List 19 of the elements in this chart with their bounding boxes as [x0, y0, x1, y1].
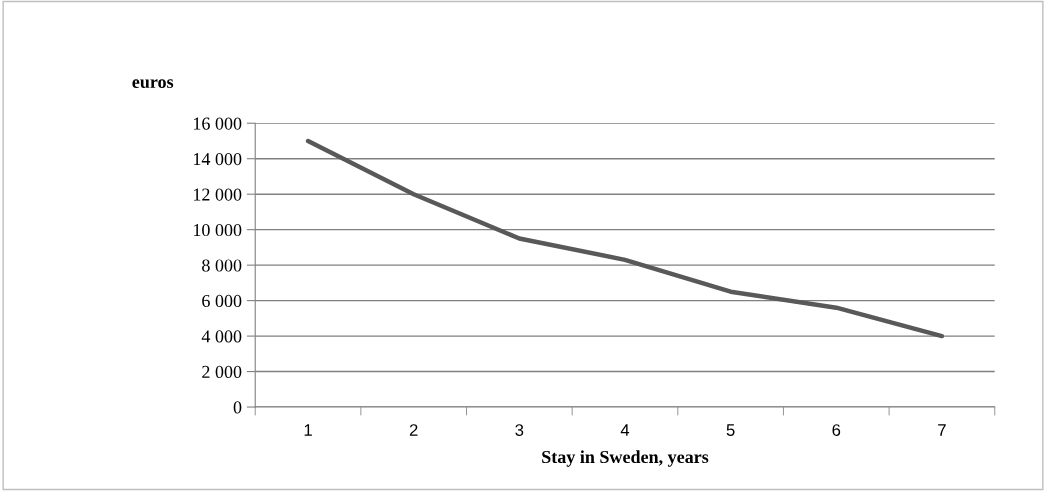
x-tick-label: 2 [409, 424, 418, 436]
x-tick-label: 4 [620, 424, 630, 436]
y-tick-label: 6 000 [202, 294, 242, 308]
y-tick-label: 12 000 [193, 188, 242, 201]
x-tick-label: 5 [726, 424, 735, 436]
y-tick-label: 0 [233, 401, 242, 414]
y-tick-label: 14 000 [193, 152, 242, 166]
y-tick-label: 2 000 [202, 365, 242, 379]
x-axis-title: Stay in Sweden, years [542, 450, 709, 467]
y-tick-label: 10 000 [193, 223, 242, 237]
x-tick-label: 7 [938, 424, 946, 436]
x-tick-label: 1 [304, 424, 312, 436]
x-tick-label: 6 [832, 424, 841, 436]
x-tick-label: 3 [515, 424, 524, 436]
y-tick-label: 8 000 [202, 259, 242, 272]
y-tick-label: 4 000 [201, 330, 242, 343]
line-series [305, 138, 945, 339]
y-axis-title: euros [132, 79, 174, 89]
y-tick-label: 16 000 [193, 117, 242, 130]
